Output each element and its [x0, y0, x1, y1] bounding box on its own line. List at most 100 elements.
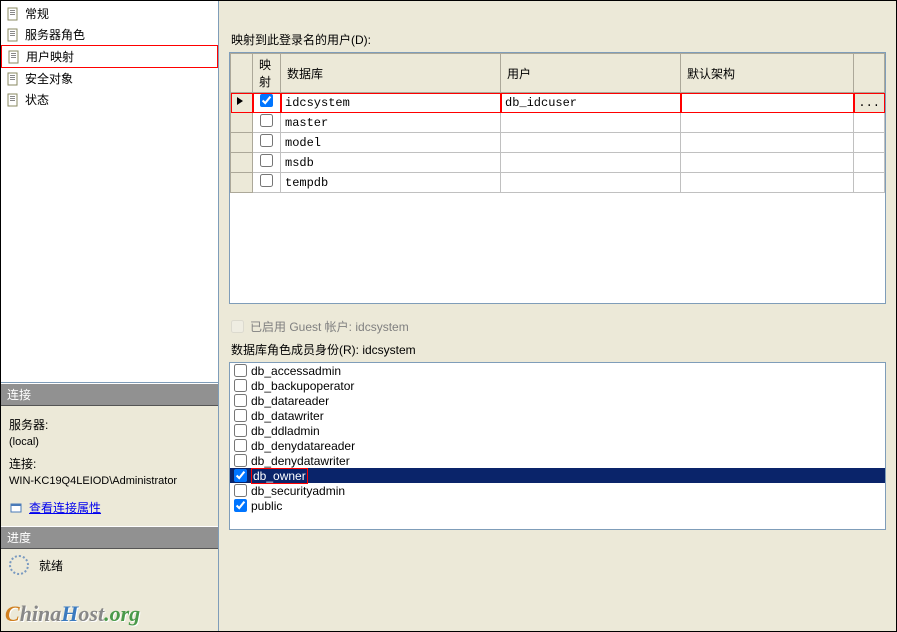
connection-header: 连接	[1, 383, 218, 406]
table-row[interactable]: msdb	[231, 153, 885, 173]
role-checkbox[interactable]	[234, 409, 247, 422]
database-cell[interactable]: model	[281, 133, 501, 153]
role-checkbox[interactable]	[234, 499, 247, 512]
progress-status: 就绪	[39, 557, 63, 574]
nav-item-状态[interactable]: 状态	[1, 89, 218, 110]
map-checkbox-cell[interactable]	[253, 113, 281, 133]
schema-cell[interactable]	[681, 173, 854, 193]
role-checkbox[interactable]	[234, 364, 247, 377]
nav-tree: 常规服务器角色用户映射安全对象状态	[1, 1, 218, 383]
progress-section: 就绪	[1, 549, 218, 581]
nav-label: 状态	[25, 91, 49, 108]
role-label: db_denydatawriter	[251, 454, 350, 468]
role-checkbox[interactable]	[234, 379, 247, 392]
guest-row: 已启用 Guest 帐户: idcsystem	[231, 318, 886, 335]
map-checkbox[interactable]	[260, 134, 273, 147]
col-user[interactable]: 用户	[501, 54, 681, 93]
nav-item-用户映射[interactable]: 用户映射	[1, 45, 218, 68]
role-checkbox[interactable]	[234, 484, 247, 497]
link-icon	[9, 500, 25, 516]
map-checkbox-cell[interactable]	[253, 153, 281, 173]
nav-item-常规[interactable]: 常规	[1, 3, 218, 24]
row-indicator	[231, 93, 253, 113]
map-checkbox-cell[interactable]	[253, 93, 281, 113]
role-checkbox[interactable]	[234, 424, 247, 437]
role-list[interactable]: db_accessadmindb_backupoperatordb_datare…	[229, 362, 886, 530]
user-cell[interactable]	[501, 173, 681, 193]
role-label: db_datareader	[251, 394, 329, 408]
role-checkbox[interactable]	[234, 439, 247, 452]
view-connection-properties-link[interactable]: 查看连接属性	[9, 499, 101, 517]
role-checkbox[interactable]	[234, 394, 247, 407]
table-row[interactable]: master	[231, 113, 885, 133]
role-item-db_denydatareader[interactable]: db_denydatareader	[230, 438, 885, 453]
role-label: db_backupoperator	[251, 379, 354, 393]
col-schema[interactable]: 默认架构	[681, 54, 854, 93]
role-label: db_accessadmin	[251, 364, 341, 378]
connection-info: 服务器: (local) 连接: WIN-KC19Q4LEIOD\Adminis…	[1, 406, 218, 526]
mapping-label: 映射到此登录名的用户(D):	[231, 31, 886, 48]
map-checkbox-cell[interactable]	[253, 173, 281, 193]
table-row[interactable]: model	[231, 133, 885, 153]
schema-cell[interactable]	[681, 113, 854, 133]
user-cell[interactable]: db_idcuser	[501, 93, 681, 113]
role-label: db_securityadmin	[251, 484, 345, 498]
row-indicator	[231, 113, 253, 133]
conn-value: WIN-KC19Q4LEIOD\Administrator	[9, 473, 210, 490]
mapping-table-wrap: 映射 数据库 用户 默认架构 idcsystemdb_idcuser...mas…	[229, 52, 886, 304]
user-cell[interactable]	[501, 153, 681, 173]
table-row[interactable]: tempdb	[231, 173, 885, 193]
role-item-db_securityadmin[interactable]: db_securityadmin	[230, 483, 885, 498]
table-row[interactable]: idcsystemdb_idcuser...	[231, 93, 885, 113]
page-icon	[5, 71, 21, 87]
map-checkbox[interactable]	[260, 114, 273, 127]
col-database[interactable]: 数据库	[281, 54, 501, 93]
role-item-public[interactable]: public	[230, 498, 885, 513]
role-checkbox[interactable]	[234, 454, 247, 467]
user-cell[interactable]	[501, 113, 681, 133]
nav-item-服务器角色[interactable]: 服务器角色	[1, 24, 218, 45]
nav-item-安全对象[interactable]: 安全对象	[1, 68, 218, 89]
database-cell[interactable]: tempdb	[281, 173, 501, 193]
link-label: 查看连接属性	[29, 499, 101, 517]
page-icon	[5, 6, 21, 22]
role-item-db_accessadmin[interactable]: db_accessadmin	[230, 363, 885, 378]
role-item-db_datawriter[interactable]: db_datawriter	[230, 408, 885, 423]
role-checkbox[interactable]	[234, 469, 247, 482]
role-item-db_backupoperator[interactable]: db_backupoperator	[230, 378, 885, 393]
page-icon	[5, 92, 21, 108]
database-cell[interactable]: master	[281, 113, 501, 133]
col-map[interactable]: 映射	[253, 54, 281, 93]
row-indicator	[231, 153, 253, 173]
database-cell[interactable]: idcsystem	[281, 93, 501, 113]
role-item-db_denydatawriter[interactable]: db_denydatawriter	[230, 453, 885, 468]
map-checkbox-cell[interactable]	[253, 133, 281, 153]
left-panel: 常规服务器角色用户映射安全对象状态 连接 服务器: (local) 连接: WI…	[1, 1, 219, 631]
map-checkbox[interactable]	[260, 154, 273, 167]
guest-checkbox	[231, 320, 244, 333]
role-label: db_owner	[251, 468, 308, 484]
map-checkbox[interactable]	[260, 94, 273, 107]
conn-label: 连接:	[9, 455, 210, 473]
spinner-icon	[9, 555, 29, 575]
role-item-db_owner[interactable]: db_owner	[230, 468, 885, 483]
progress-header: 进度	[1, 526, 218, 549]
row-indicator	[231, 173, 253, 193]
role-item-db_ddladmin[interactable]: db_ddladmin	[230, 423, 885, 438]
page-icon	[5, 27, 21, 43]
roles-label: 数据库角色成员身份(R): idcsystem	[231, 341, 886, 358]
role-item-db_datareader[interactable]: db_datareader	[230, 393, 885, 408]
row-indicator	[231, 133, 253, 153]
schema-cell[interactable]	[681, 93, 854, 113]
server-label: 服务器:	[9, 416, 210, 434]
schema-browse-button[interactable]: ...	[854, 93, 885, 113]
database-cell[interactable]: msdb	[281, 153, 501, 173]
mapping-table[interactable]: 映射 数据库 用户 默认架构 idcsystemdb_idcuser...mas…	[230, 53, 885, 193]
page-icon	[6, 49, 22, 65]
nav-label: 服务器角色	[25, 26, 85, 43]
user-cell[interactable]	[501, 133, 681, 153]
map-checkbox[interactable]	[260, 174, 273, 187]
role-label: public	[251, 499, 282, 513]
schema-cell[interactable]	[681, 133, 854, 153]
schema-cell[interactable]	[681, 153, 854, 173]
